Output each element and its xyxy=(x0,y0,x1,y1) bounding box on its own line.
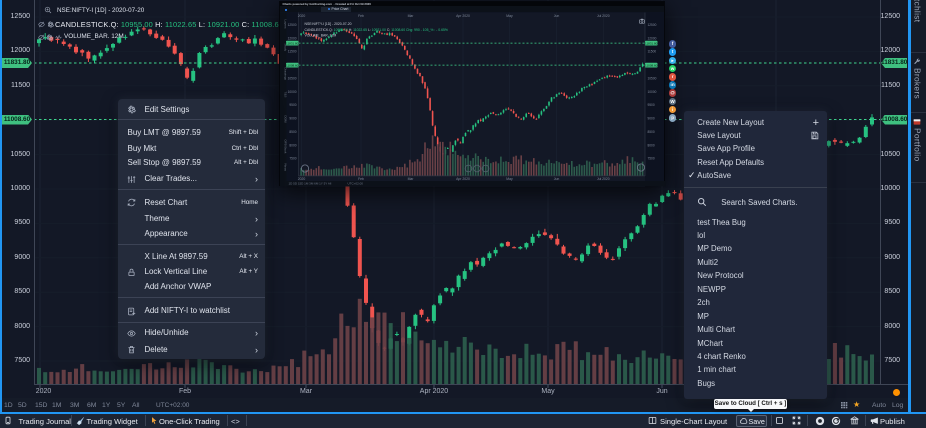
svg-text:8000: 8000 xyxy=(289,143,296,147)
svg-text:12500: 12500 xyxy=(647,22,656,26)
svg-text:NSE:NIFTY-I [1D] - 2020-07-20: NSE:NIFTY-I [1D] - 2020-07-20 xyxy=(304,22,351,26)
svg-text:11008.60: 11008.60 xyxy=(286,63,299,67)
svg-text:12500: 12500 xyxy=(287,22,296,26)
svg-text:VOLUME_BAR. 12M: VOLUME_BAR. 12M xyxy=(304,33,336,37)
svg-text:10500: 10500 xyxy=(287,76,296,80)
svg-text:11500: 11500 xyxy=(287,49,296,53)
svg-text:T&S: T&S xyxy=(283,91,287,97)
svg-text:12000: 12000 xyxy=(647,36,656,40)
svg-text:9000: 9000 xyxy=(289,116,296,120)
svg-text:8500: 8500 xyxy=(289,130,296,134)
svg-text:7500: 7500 xyxy=(647,156,654,160)
svg-text:DOM: DOM xyxy=(283,115,287,123)
svg-text:May: May xyxy=(506,13,513,17)
svg-text:UTC+02:00: UTC+02:00 xyxy=(347,181,363,185)
svg-text:CANDLESTICK.Q: 10955.00 H: 110: CANDLESTICK.Q: 10955.00 H: 11022.65 L: 1… xyxy=(304,28,447,32)
svg-text:12000: 12000 xyxy=(287,36,296,40)
svg-text:News: News xyxy=(283,163,287,171)
svg-text:Feb: Feb xyxy=(358,177,364,181)
svg-text:Jul 2020: Jul 2020 xyxy=(596,177,609,181)
svg-text:2020: 2020 xyxy=(297,13,305,17)
svg-text:9500: 9500 xyxy=(289,103,296,107)
svg-text:Apr 2020: Apr 2020 xyxy=(456,13,470,17)
svg-text:10500: 10500 xyxy=(647,76,656,80)
svg-text:10000: 10000 xyxy=(287,89,296,93)
svg-text:Apr 2020: Apr 2020 xyxy=(456,177,470,181)
svg-text:8500: 8500 xyxy=(647,130,654,134)
svg-text:1D 5D 15D 1M 3M 6M 1Y 5: 1D 5D 15D 1M 3M 6M 1Y 5Y All xyxy=(288,181,331,185)
svg-text:7500: 7500 xyxy=(289,156,296,160)
svg-text:8000: 8000 xyxy=(647,143,654,147)
svg-text:11831.80: 11831.80 xyxy=(645,41,658,45)
svg-text:10000: 10000 xyxy=(647,89,656,93)
svg-text:Drawings: Drawings xyxy=(283,67,287,80)
svg-text:11500: 11500 xyxy=(647,49,656,53)
svg-text:Layers: Layers xyxy=(283,19,287,29)
svg-text:Jun: Jun xyxy=(553,13,559,17)
svg-text:Jul 2020: Jul 2020 xyxy=(596,13,609,17)
svg-text:9000: 9000 xyxy=(647,116,654,120)
svg-text:9500: 9500 xyxy=(647,103,654,107)
svg-text:Feb: Feb xyxy=(358,13,364,17)
svg-text:Mar: Mar xyxy=(407,13,414,17)
svg-text:May: May xyxy=(506,177,513,181)
svg-text:OFB Book: OFB Book xyxy=(283,139,287,153)
svg-text:11008.60: 11008.60 xyxy=(645,63,658,67)
svg-text:Mar: Mar xyxy=(407,177,414,181)
svg-text:2020: 2020 xyxy=(297,177,305,181)
svg-text:Study: Study xyxy=(283,43,287,51)
svg-text:Jun: Jun xyxy=(553,177,559,181)
svg-text:11831.80: 11831.80 xyxy=(286,41,299,45)
